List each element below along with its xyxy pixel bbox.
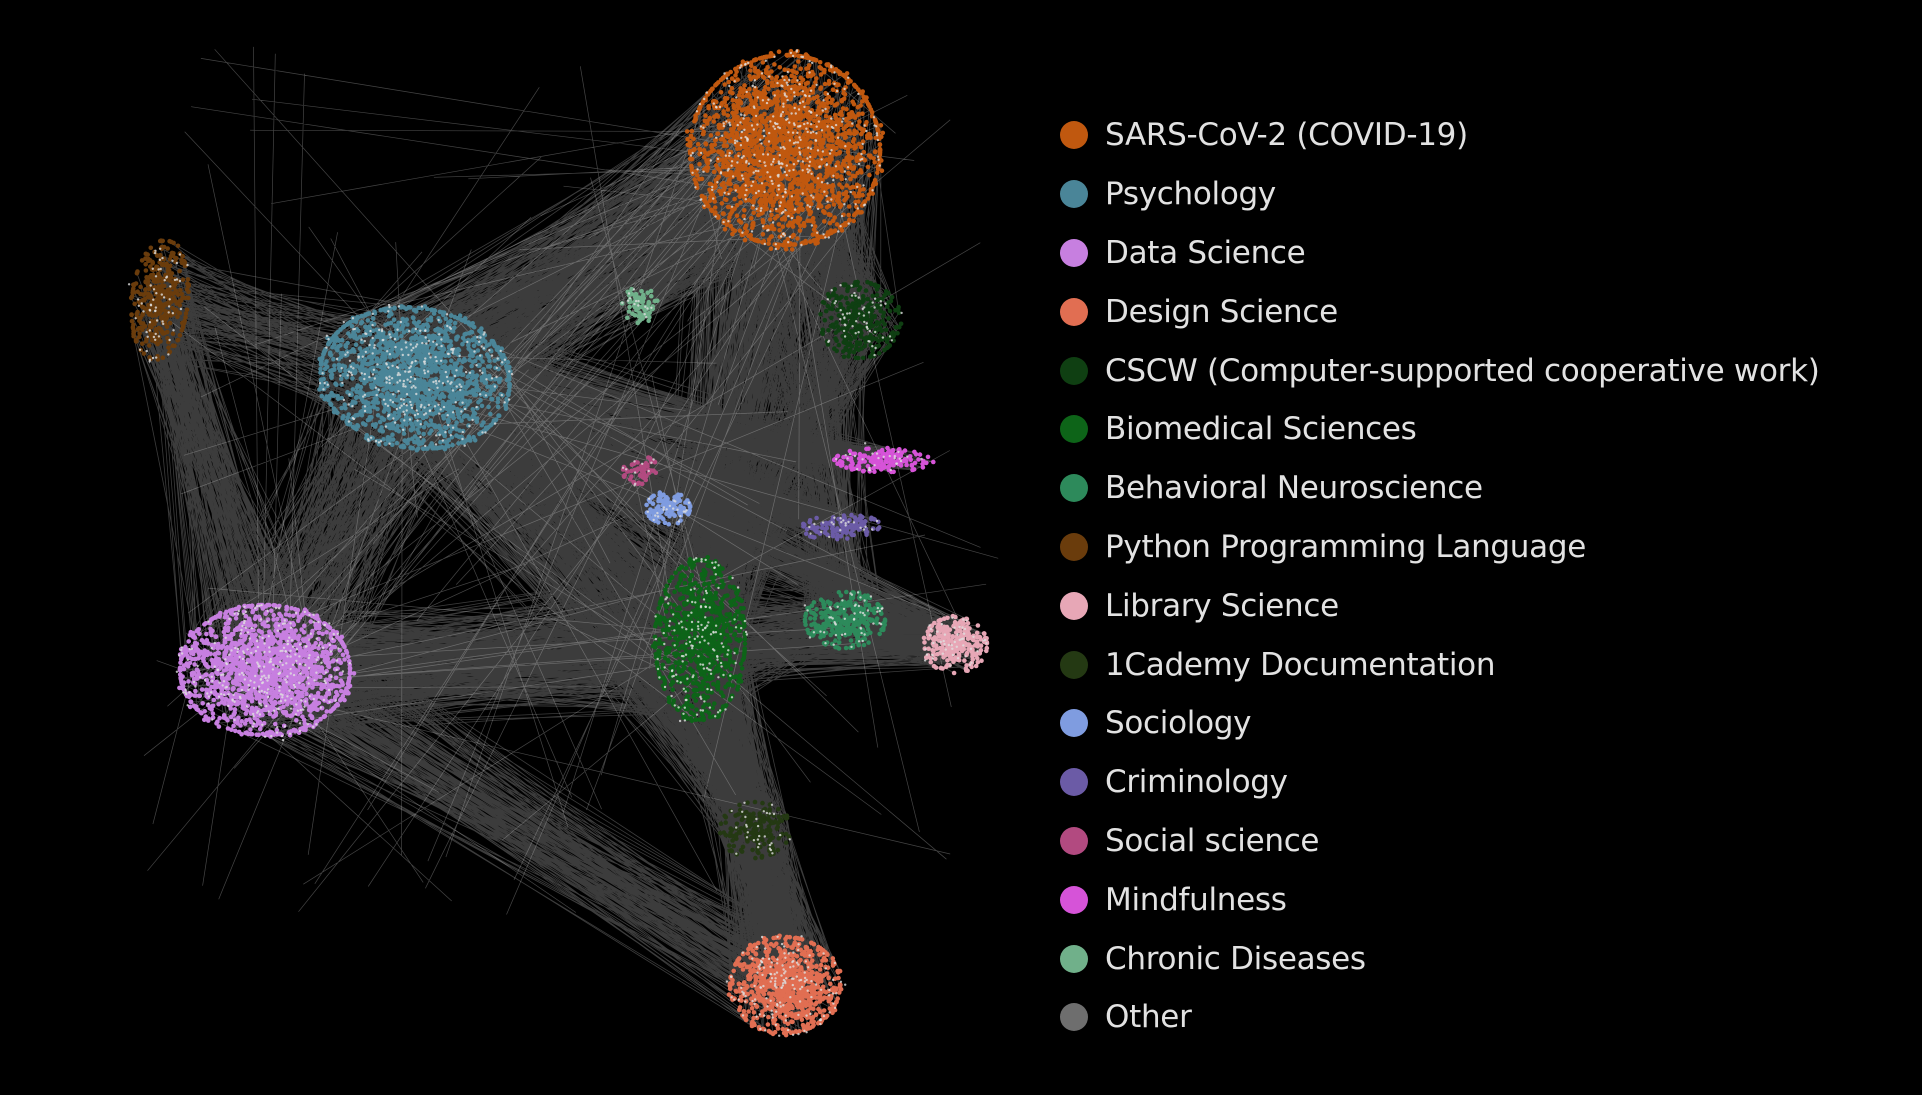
graph-edges bbox=[130, 46, 999, 1036]
legend-label: Mindfulness bbox=[1105, 881, 1287, 918]
legend-item-behavioral-neuroscience: Behavioral Neuroscience bbox=[1060, 459, 1900, 518]
legend-item-1cademy-documentation: 1Cademy Documentation bbox=[1060, 635, 1900, 694]
legend-label: 1Cademy Documentation bbox=[1105, 646, 1496, 683]
legend-item-chronic-diseases: Chronic Diseases bbox=[1060, 929, 1900, 988]
graph-cluster-highlight bbox=[835, 442, 923, 472]
graph-cluster-highlight bbox=[923, 616, 988, 667]
legend-label: Behavioral Neuroscience bbox=[1105, 470, 1483, 507]
legend-label: Social science bbox=[1105, 822, 1320, 859]
legend-swatch-icon bbox=[1060, 944, 1088, 973]
graph-cluster-highlight bbox=[725, 935, 847, 1037]
legend-item-biomedical-sciences: Biomedical Sciences bbox=[1060, 400, 1900, 459]
graph-cluster-library-science bbox=[921, 613, 990, 676]
legend-item-design-science: Design Science bbox=[1060, 282, 1900, 341]
legend-item-criminology: Criminology bbox=[1060, 753, 1900, 812]
legend-swatch-icon bbox=[1060, 297, 1088, 326]
graph-cluster-highlight bbox=[808, 516, 879, 539]
legend-swatch-icon bbox=[1060, 474, 1088, 503]
legend-swatch-icon bbox=[1060, 180, 1088, 209]
graph-edges-bundle bbox=[130, 50, 988, 1036]
graph-cluster-highlight bbox=[646, 497, 691, 523]
graph-cluster-highlight bbox=[127, 247, 189, 363]
graph-nodes bbox=[127, 48, 990, 1038]
legend-item-other: Other bbox=[1060, 988, 1900, 1047]
graph-cluster-highlight bbox=[654, 557, 749, 723]
legend-swatch-icon bbox=[1060, 415, 1088, 444]
graph-cluster-biomedical-sciences bbox=[650, 555, 748, 723]
graph-cluster-highlight bbox=[621, 458, 655, 487]
legend-item-python: Python Programming Language bbox=[1060, 518, 1900, 577]
graph-cluster-highlight bbox=[318, 303, 514, 448]
legend-swatch-icon bbox=[1060, 238, 1088, 267]
legend-swatch-icon bbox=[1060, 121, 1088, 150]
legend-swatch-icon bbox=[1060, 650, 1088, 679]
legend-label: Psychology bbox=[1105, 176, 1276, 213]
legend-label: SARS-CoV-2 (COVID-19) bbox=[1105, 117, 1468, 154]
legend-item-cscw: CSCW (Computer-supported cooperative wor… bbox=[1060, 341, 1900, 400]
legend-swatch-icon bbox=[1060, 768, 1088, 797]
network-graph bbox=[127, 46, 999, 1038]
legend-swatch-icon bbox=[1060, 826, 1088, 855]
legend-swatch-icon bbox=[1060, 1003, 1088, 1032]
legend-label: Chronic Diseases bbox=[1105, 940, 1366, 977]
legend-label: Other bbox=[1105, 999, 1192, 1036]
legend-swatch-icon bbox=[1060, 591, 1088, 620]
legend-label: Sociology bbox=[1105, 705, 1252, 742]
graph-cluster-highlight bbox=[621, 288, 653, 319]
legend-swatch-icon bbox=[1060, 356, 1088, 385]
legend-item-sars-cov-2: SARS-CoV-2 (COVID-19) bbox=[1060, 106, 1900, 165]
legend-label: Library Science bbox=[1105, 587, 1339, 624]
legend-swatch-icon bbox=[1060, 532, 1088, 561]
graph-cluster-social-science bbox=[620, 455, 659, 487]
graph-cluster-highlight bbox=[803, 591, 884, 649]
legend-item-mindfulness: Mindfulness bbox=[1060, 870, 1900, 929]
legend-swatch-icon bbox=[1060, 709, 1088, 738]
graph-cluster-chronic-diseases bbox=[619, 286, 660, 326]
graph-cluster-1cademy-documentation bbox=[717, 799, 792, 861]
legend-label: Data Science bbox=[1105, 234, 1306, 271]
graph-cluster-highlight bbox=[689, 49, 881, 251]
legend: SARS-CoV-2 (COVID-19) Psychology Data Sc… bbox=[1060, 106, 1900, 1047]
legend-item-library-science: Library Science bbox=[1060, 576, 1900, 635]
legend-label: Criminology bbox=[1105, 764, 1288, 801]
legend-label: Design Science bbox=[1105, 293, 1338, 330]
legend-item-sociology: Sociology bbox=[1060, 694, 1900, 753]
legend-item-social-science: Social science bbox=[1060, 812, 1900, 871]
legend-label: Biomedical Sciences bbox=[1105, 411, 1417, 448]
graph-edges-bundle bbox=[143, 46, 999, 915]
legend-label: Python Programming Language bbox=[1105, 528, 1586, 565]
graph-cluster-highlight bbox=[175, 603, 351, 742]
graph-cluster-highlight bbox=[730, 801, 791, 855]
legend-swatch-icon bbox=[1060, 885, 1088, 914]
legend-item-data-science: Data Science bbox=[1060, 224, 1900, 283]
legend-label: CSCW (Computer-supported cooperative wor… bbox=[1105, 352, 1820, 389]
legend-item-psychology: Psychology bbox=[1060, 165, 1900, 224]
graph-cluster-highlight bbox=[826, 284, 903, 357]
